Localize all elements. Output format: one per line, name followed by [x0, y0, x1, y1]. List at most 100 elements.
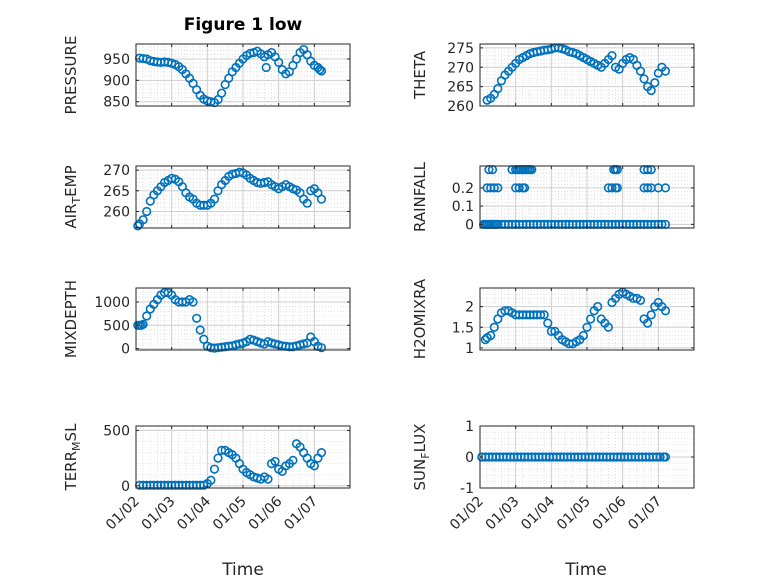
- subplot-4: 0 0.1 0.2 RAINFALL: [411, 161, 695, 233]
- y-axis-label: H2OMIXRA: [411, 278, 429, 359]
- data-point: [639, 74, 649, 84]
- y-tick-label: 1: [465, 419, 474, 435]
- data-point: [493, 83, 503, 94]
- data-point: [138, 215, 148, 225]
- y-tick-label: 500: [103, 423, 130, 439]
- y-tick-label: 270: [103, 163, 130, 179]
- data-point: [209, 194, 220, 204]
- data-point: [316, 447, 327, 458]
- y-axis-label: MIXDEPTH: [62, 280, 80, 358]
- data-point: [142, 311, 152, 321]
- subplot-6: 1 1.5 2 H2OMIXRA: [411, 278, 695, 359]
- subplot-5: 0 500 1000 MIXDEPTH: [62, 280, 351, 358]
- x-axis-label-right: Time: [564, 560, 607, 580]
- y-tick-label: 260: [103, 204, 130, 220]
- data-point: [660, 452, 671, 462]
- data-point: [263, 474, 273, 484]
- data-point: [607, 51, 617, 61]
- data-point: [660, 306, 671, 316]
- data-point: [635, 66, 646, 76]
- figure-title: Figure 1 low: [184, 15, 303, 35]
- y-axis-label: SUNFLUX: [411, 424, 432, 491]
- y-tick-label: -1: [460, 481, 474, 497]
- subplot-3: 260 265 270 AIRTEMP: [62, 163, 351, 231]
- data-point: [274, 57, 284, 67]
- y-tick-label: 1: [465, 341, 474, 357]
- y-tick-label: 2: [465, 300, 474, 316]
- data-point: [309, 461, 319, 471]
- data-point: [585, 314, 596, 324]
- data-point: [270, 456, 280, 467]
- data-point: [213, 453, 223, 463]
- data-point: [288, 455, 298, 465]
- data-point: [543, 318, 553, 328]
- data-point: [612, 183, 622, 193]
- y-axis-label: TERRMSL: [62, 423, 83, 492]
- y-tick-label: 950: [103, 52, 130, 68]
- data-point: [316, 66, 327, 76]
- data-point: [195, 325, 205, 335]
- data-point: [133, 221, 143, 231]
- y-tick-label: 0: [121, 342, 130, 358]
- y-tick-label: 275: [447, 41, 474, 57]
- data-point: [536, 310, 546, 320]
- data-point: [660, 183, 671, 193]
- y-tick-label: 1.5: [452, 320, 474, 336]
- data-point: [261, 62, 271, 73]
- data-point: [493, 183, 503, 193]
- subplot-1: 850 900 950 PRESSURE: [62, 36, 351, 115]
- data-point: [316, 343, 327, 353]
- data-point: [519, 183, 530, 193]
- y-tick-label: 0: [121, 479, 130, 495]
- y-tick-label: 0: [465, 450, 474, 466]
- data-point: [188, 297, 198, 307]
- data-point: [655, 452, 665, 462]
- y-tick-label: 0.2: [452, 181, 474, 197]
- y-tick-label: 0.1: [452, 199, 474, 215]
- y-tick-label: 0: [465, 217, 474, 233]
- data-point: [539, 310, 549, 320]
- y-tick-label: 270: [447, 60, 474, 76]
- data-point: [578, 330, 589, 341]
- data-point: [660, 66, 671, 76]
- data-point: [142, 206, 152, 217]
- data-point: [643, 183, 653, 193]
- y-tick-label: 265: [103, 184, 130, 200]
- data-point: [489, 322, 499, 332]
- data-point: [646, 310, 656, 320]
- data-point: [199, 334, 209, 344]
- data-point: [192, 313, 202, 323]
- data-point: [316, 194, 327, 204]
- data-point: [643, 318, 653, 328]
- data-point: [138, 319, 148, 329]
- data-point: [206, 475, 216, 485]
- y-axis-label: RAINFALL: [411, 161, 429, 232]
- data-point: [607, 183, 617, 193]
- data-point: [603, 322, 614, 332]
- x-axis-label-left: Time: [221, 560, 264, 580]
- data-point: [582, 322, 592, 332]
- data-point: [546, 326, 556, 337]
- data-point: [489, 183, 499, 193]
- y-tick-label: 850: [103, 95, 130, 111]
- data-point: [646, 85, 656, 96]
- y-tick-label: 1000: [94, 295, 130, 311]
- y-axis-label: AIRTEMP: [62, 165, 83, 228]
- data-point: [486, 330, 496, 341]
- data-point: [302, 198, 312, 208]
- data-point: [315, 65, 325, 75]
- y-tick-label: 500: [103, 318, 130, 334]
- y-axis-label: PRESSURE: [62, 36, 80, 115]
- y-tick-label: 260: [447, 99, 474, 115]
- data-point: [593, 302, 603, 312]
- y-axis-label: THETA: [411, 50, 429, 100]
- data-point: [650, 78, 660, 88]
- data-point: [514, 183, 524, 193]
- y-tick-label: 265: [447, 80, 474, 96]
- subplot-2: 260 265 270 275 THETA: [411, 41, 695, 115]
- data-point: [209, 464, 220, 474]
- data-point: [167, 173, 177, 183]
- y-tick-label: 900: [103, 73, 130, 89]
